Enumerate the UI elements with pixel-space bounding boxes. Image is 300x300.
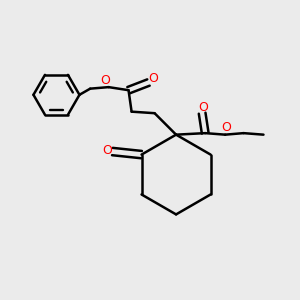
- Text: O: O: [222, 122, 232, 134]
- Text: O: O: [102, 144, 112, 157]
- Text: O: O: [198, 101, 208, 114]
- Text: O: O: [100, 74, 110, 87]
- Text: O: O: [148, 72, 158, 85]
